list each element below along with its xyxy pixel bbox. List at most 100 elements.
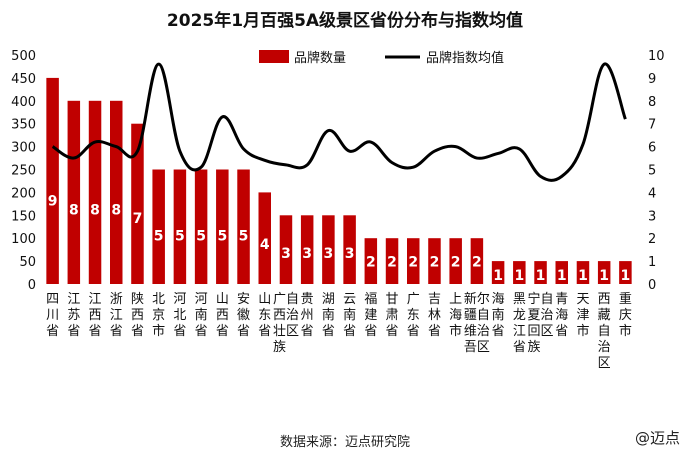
bar (173, 169, 187, 284)
category-label: 黑 (513, 292, 526, 307)
category-label: 市 (152, 323, 165, 339)
category-label: 川 (46, 308, 59, 323)
category-label: 区 (541, 324, 554, 339)
bar (364, 238, 378, 284)
category-label: 安 (237, 292, 250, 307)
category-label: 南 (492, 307, 505, 323)
category-label: 龙 (513, 308, 526, 323)
category-label: 重 (619, 291, 632, 307)
bar (470, 238, 484, 284)
category-label: 区 (598, 356, 611, 371)
category-label: 海 (449, 308, 462, 323)
bar (152, 169, 165, 284)
bar-value-label: 1 (578, 268, 588, 284)
category-label: 津 (576, 308, 589, 323)
bar-value-label: 2 (387, 255, 397, 271)
category-label: 广 (407, 292, 420, 307)
watermark: @迈点 (635, 429, 680, 447)
category-label: 北 (152, 292, 165, 307)
category-label: 治 (477, 324, 490, 339)
bar (216, 169, 229, 284)
bar (194, 169, 208, 284)
category-label: 江 (89, 292, 102, 307)
category-label: 海 (555, 308, 568, 323)
category-label: 治 (598, 340, 611, 355)
bar (279, 215, 293, 284)
bar-value-label: 2 (366, 255, 376, 271)
bar-value-label: 3 (302, 246, 312, 262)
bar-value-label: 5 (196, 228, 206, 244)
bar-value-label: 2 (430, 255, 440, 271)
category-label: 西 (273, 308, 286, 323)
category-label: 上 (449, 292, 462, 307)
bar (513, 261, 526, 284)
bar-series (46, 77, 632, 285)
category-label: 治 (541, 308, 554, 323)
right-tick-label: 3 (648, 209, 656, 224)
category-label: 省 (237, 324, 250, 339)
right-tick-label: 0 (648, 278, 656, 293)
category-label: 东 (258, 308, 271, 323)
category-label: 江 (67, 292, 80, 307)
category-label: 吾 (464, 340, 477, 355)
category-label: 肃 (386, 308, 399, 323)
category-label: 陕 (131, 292, 144, 307)
category-label: 湖 (322, 292, 335, 307)
category-label: 省 (343, 324, 356, 339)
bar-value-label: 5 (217, 228, 227, 244)
category-label: 省 (364, 324, 377, 339)
category-label: 徽 (237, 308, 250, 323)
bar (110, 100, 123, 284)
category-label: 福 (364, 292, 377, 307)
category-label: 贵 (301, 292, 314, 307)
bar-value-label: 1 (514, 268, 524, 284)
category-label: 广 (273, 292, 286, 307)
chart-title: 2025年1月百强5A级景区省份分布与指数均值 (167, 10, 523, 31)
right-tick-label: 4 (648, 186, 656, 201)
category-label: 山 (216, 292, 229, 307)
category-label: 西 (216, 308, 229, 323)
bar (534, 261, 547, 284)
category-label: 疆 (464, 308, 477, 323)
category-label: 省 (513, 340, 526, 355)
bar (300, 215, 314, 284)
right-tick-label: 8 (648, 95, 656, 110)
right-tick-label: 9 (648, 72, 656, 87)
category-label: 省 (89, 324, 102, 339)
left-tick-label: 350 (11, 118, 36, 133)
category-label: 省 (555, 324, 568, 339)
left-tick-label: 200 (11, 186, 36, 201)
bar-value-label: 2 (472, 255, 482, 271)
bar (428, 238, 441, 284)
category-label: 自 (598, 324, 611, 339)
bar (67, 100, 81, 284)
left-tick-label: 500 (11, 49, 36, 64)
bar (619, 261, 632, 284)
category-label: 省 (46, 324, 59, 339)
category-label: 西 (89, 308, 102, 323)
category-label: 江 (513, 324, 526, 339)
legend-label-count: 品牌数量 (294, 50, 346, 66)
right-tick-label: 7 (648, 118, 656, 133)
category-label: 藏 (598, 308, 611, 323)
bar (597, 261, 611, 284)
category-label: 省 (173, 324, 186, 339)
category-label: 市 (619, 323, 632, 339)
bar (322, 215, 335, 284)
bar-value-label: 1 (621, 268, 631, 284)
left-tick-label: 300 (11, 141, 36, 156)
category-label: 西 (131, 308, 144, 323)
category-label: 尔 (477, 292, 490, 307)
category-label: 南 (343, 307, 356, 323)
right-tick-label: 5 (648, 164, 656, 179)
bar-value-label: 3 (281, 246, 291, 262)
legend-swatch-count (259, 50, 289, 63)
bar-value-label: 7 (133, 211, 143, 227)
category-labels: 四川省江苏省江西省浙江省陕西省北京市河北省河南省山西省安徽省山东省广西壮族自治区… (46, 291, 632, 371)
category-label: 省 (301, 324, 314, 339)
right-tick-label: 1 (648, 255, 656, 270)
category-label: 东 (407, 308, 420, 323)
category-label: 省 (67, 324, 80, 339)
bar-value-label: 4 (260, 237, 270, 253)
category-label: 区 (286, 324, 299, 339)
